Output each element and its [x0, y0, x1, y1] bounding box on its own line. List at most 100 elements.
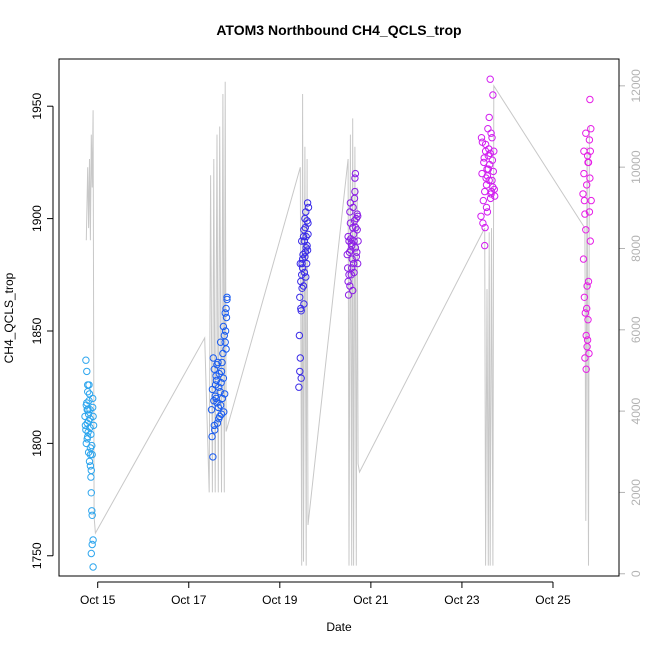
data-point	[87, 466, 96, 475]
data-point	[488, 134, 496, 142]
y2-tick-label: 12000	[629, 69, 643, 103]
data-point	[298, 237, 306, 245]
data-point	[352, 223, 360, 232]
data-point	[302, 273, 310, 281]
data-point	[87, 489, 96, 497]
data-point	[581, 210, 589, 218]
data-point	[585, 208, 594, 216]
altitude-line	[85, 81, 590, 566]
data-point	[84, 410, 93, 418]
data-point	[354, 259, 362, 268]
data-point	[214, 403, 223, 412]
data-point	[84, 388, 92, 396]
data-point	[586, 237, 594, 245]
data-point	[353, 248, 361, 257]
data-point	[346, 199, 355, 207]
data-point	[581, 354, 589, 362]
x-tick-label: Oct 23	[444, 593, 480, 607]
data-point	[222, 313, 231, 322]
data-point	[216, 401, 225, 409]
data-point	[89, 421, 98, 430]
data-point	[221, 338, 229, 346]
y-tick-label: 1900	[30, 205, 44, 232]
data-point	[86, 450, 95, 459]
data-point	[296, 354, 304, 362]
data-point	[217, 379, 225, 387]
data-point	[210, 397, 218, 405]
data-point	[88, 511, 96, 519]
data-point	[295, 331, 304, 340]
data-point	[352, 253, 360, 261]
data-point	[300, 268, 309, 277]
data-point	[209, 453, 217, 461]
data-point	[581, 309, 589, 317]
data-point	[343, 250, 351, 259]
y2-tick-label: 8000	[629, 235, 643, 262]
data-point	[89, 394, 97, 403]
data-point	[303, 259, 311, 268]
data-point	[221, 309, 229, 317]
data-point	[212, 394, 220, 403]
data-point	[354, 237, 362, 245]
series-1	[81, 356, 98, 571]
data-point	[89, 536, 97, 544]
data-point	[580, 147, 588, 155]
data-point	[299, 250, 307, 259]
series-2	[207, 293, 231, 461]
data-point	[481, 187, 489, 196]
data-point	[351, 244, 360, 252]
data-point	[587, 125, 595, 133]
data-point	[87, 430, 95, 439]
y2-tick-label: 2000	[629, 479, 643, 506]
data-point	[301, 223, 309, 232]
data-point	[210, 365, 219, 373]
y2-tick-label: 4000	[629, 397, 643, 424]
data-point	[488, 156, 497, 164]
data-point	[223, 293, 231, 301]
data-point	[354, 212, 362, 221]
data-point	[348, 255, 356, 263]
series-4	[343, 169, 362, 299]
data-point	[350, 268, 358, 277]
data-point	[218, 358, 226, 367]
data-point	[303, 217, 311, 225]
data-point	[221, 327, 230, 335]
data-point	[82, 401, 91, 409]
data-point	[88, 507, 96, 515]
data-point	[86, 462, 95, 470]
data-point	[481, 147, 490, 155]
data-point	[216, 338, 225, 346]
data-point	[583, 181, 591, 189]
data-point	[583, 336, 592, 344]
data-point	[582, 129, 590, 137]
data-point	[580, 196, 589, 205]
data-point	[85, 457, 94, 466]
data-point	[86, 423, 94, 432]
data-point	[344, 264, 352, 272]
data-point	[347, 239, 355, 248]
data-point	[298, 255, 307, 263]
data-point	[220, 408, 228, 416]
data-point	[582, 226, 590, 234]
data-point	[88, 441, 96, 450]
data-point	[483, 172, 492, 180]
data-point	[298, 264, 307, 272]
data-point	[579, 190, 587, 198]
data-point	[584, 158, 592, 167]
data-point	[489, 91, 497, 99]
data-point	[297, 374, 305, 382]
data-point	[300, 300, 308, 308]
x-tick-label: Oct 19	[262, 593, 298, 607]
data-point	[349, 286, 357, 295]
data-point	[489, 183, 497, 191]
data-point	[582, 331, 590, 340]
data-point	[346, 219, 355, 227]
x-tick-label: Oct 17	[171, 593, 207, 607]
data-point	[298, 284, 306, 292]
data-point	[221, 390, 229, 398]
data-point	[351, 187, 359, 196]
data-point	[219, 322, 228, 331]
series-3	[295, 199, 313, 391]
data-point	[83, 435, 91, 443]
data-point	[481, 223, 489, 232]
